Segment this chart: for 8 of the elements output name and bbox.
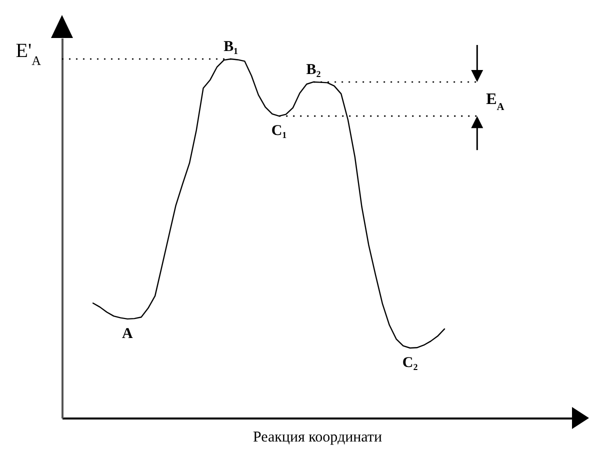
x-axis-title: Реакция координати [252,430,382,446]
annotation: C₂ [402,354,418,371]
annotation: A [122,326,134,342]
annotation: B₂ [306,62,322,78]
annotation: E$_{A}$ [486,91,505,113]
annotation: B₁ [224,39,238,55]
ref-line-label: E'$_{A}$ [16,40,42,68]
annotation: C₁ [271,123,287,140]
